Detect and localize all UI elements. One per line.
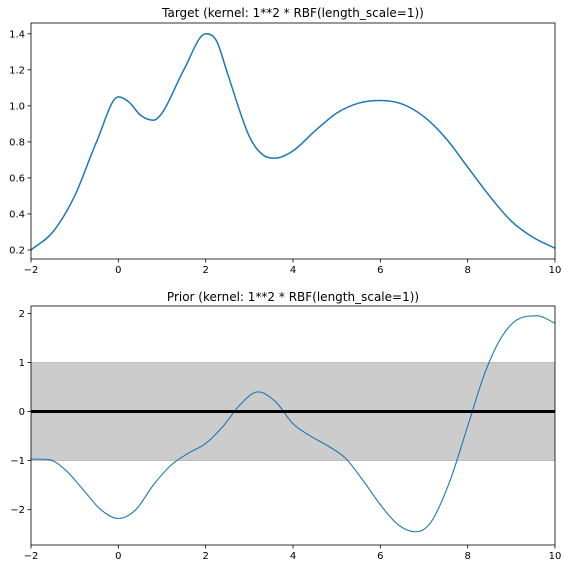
chart-bottom: Prior (kernel: 1**2 * RBF(length_scale=1… xyxy=(10,290,561,562)
chart-bottom-x-tick-label: 4 xyxy=(290,551,296,562)
chart-top-x-tick-label: 2 xyxy=(202,265,208,276)
chart-bottom-y-tick-label: −2 xyxy=(10,505,25,516)
chart-top: Target (kernel: 1**2 * RBF(length_scale=… xyxy=(9,6,561,276)
chart-top-y-tick-label: 0.4 xyxy=(9,209,25,220)
chart-top-title: Target (kernel: 1**2 * RBF(length_scale=… xyxy=(161,6,424,20)
chart-bottom-x-tick-label: 6 xyxy=(377,551,383,562)
chart-top-y-tick-label: 1.4 xyxy=(9,29,25,40)
chart-bottom-x-tick-label: −2 xyxy=(24,551,39,562)
chart-top-y-tick-label: 1.2 xyxy=(9,65,25,76)
chart-top-series-line-0 xyxy=(31,33,555,251)
chart-top-axes: −2 0 2 4 6 8 10 0.2 0.4 0.6 0.8 1.0 1.2 1.4 xyxy=(9,22,562,276)
chart-top-x-tick-label: 6 xyxy=(377,265,383,276)
chart-bottom-x-tick-label: 10 xyxy=(549,551,562,562)
chart-top-y-tick-label: 1.0 xyxy=(9,101,25,112)
chart-top-x-tick-label: 0 xyxy=(115,265,121,276)
chart-bottom-y-tick-label: 1 xyxy=(19,358,25,369)
chart-bottom-x-tick-label: 8 xyxy=(464,551,470,562)
chart-bottom-y-tick-label: −1 xyxy=(10,456,25,467)
chart-bottom-x-tick-label: 2 xyxy=(202,551,208,562)
chart-bottom-title: Prior (kernel: 1**2 * RBF(length_scale=1… xyxy=(167,290,419,304)
chart-top-y-tick-label: 0.2 xyxy=(9,245,25,256)
chart-bottom-x-tick-label: 0 xyxy=(115,551,121,562)
chart-bottom-y-tick-label: 0 xyxy=(19,407,25,418)
chart-bottom-marks xyxy=(31,315,555,533)
chart-top-y-tick-label: 0.8 xyxy=(9,137,25,148)
chart-bottom-y-tick-label: 2 xyxy=(19,309,25,320)
chart-bottom-series-line-0 xyxy=(31,315,555,533)
chart-top-x-tick-label: −2 xyxy=(24,265,39,276)
chart-top-marks xyxy=(31,33,555,251)
chart-top-x-tick-label: 4 xyxy=(290,265,296,276)
chart-top-x-tick-label: 8 xyxy=(464,265,470,276)
chart-top-y-tick-label: 0.6 xyxy=(9,173,25,184)
chart-top-x-tick-label: 10 xyxy=(549,265,562,276)
chart-bottom-axes: −2 0 2 4 6 8 10 −2 −1 0 1 2 xyxy=(10,305,562,562)
